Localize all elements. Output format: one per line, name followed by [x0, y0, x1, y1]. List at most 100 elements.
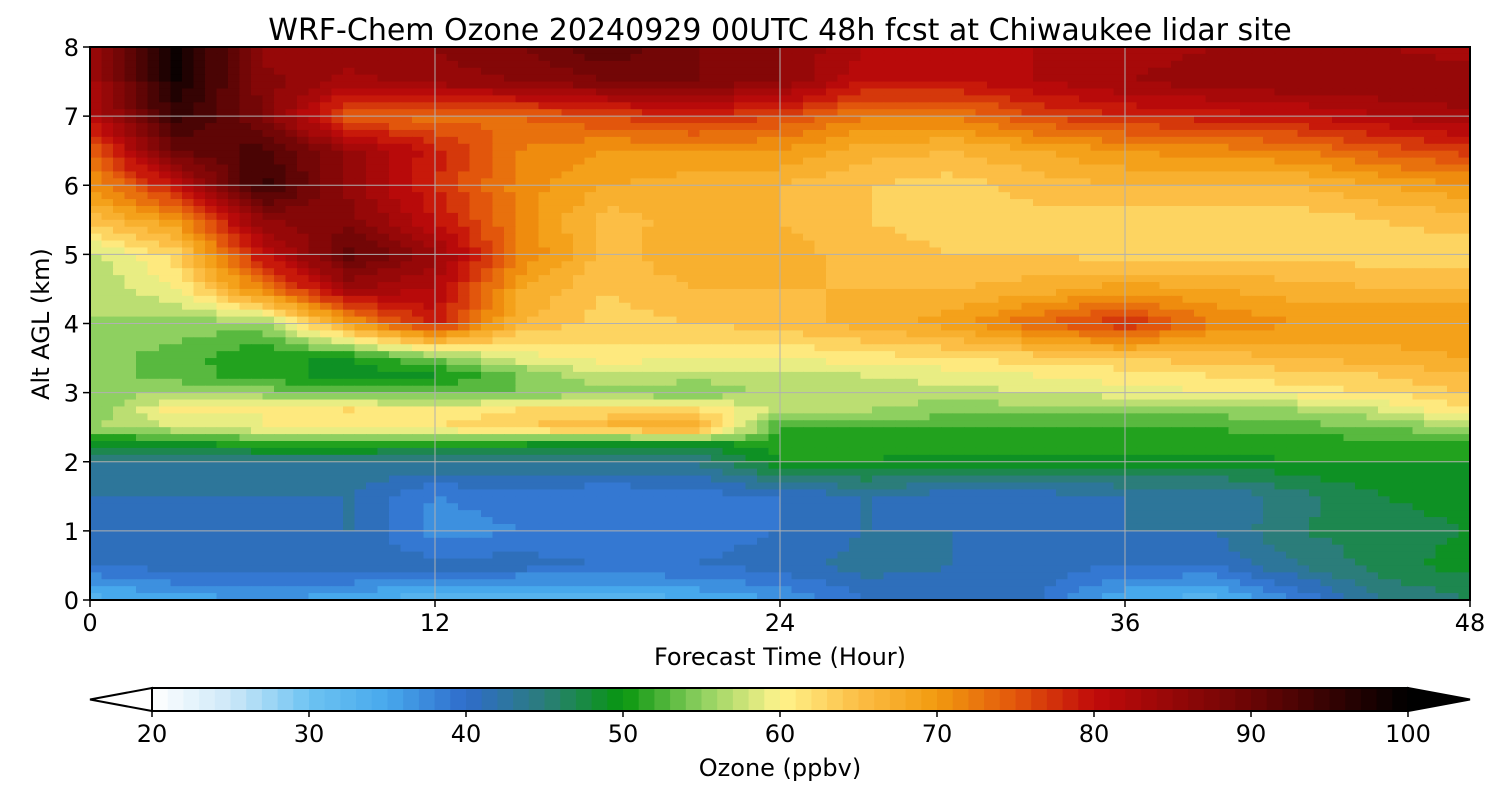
- heatmap-cell: [1033, 226, 1046, 235]
- heatmap-cell: [550, 212, 563, 221]
- heatmap-cell: [354, 178, 367, 186]
- heatmap-cell: [239, 254, 252, 262]
- heatmap-cell: [481, 74, 494, 83]
- heatmap-cell: [1366, 150, 1379, 159]
- heatmap-cell: [1401, 129, 1414, 138]
- heatmap-cell: [1033, 240, 1046, 249]
- heatmap-cell: [285, 268, 298, 276]
- heatmap-cell: [699, 109, 712, 117]
- heatmap-cell: [458, 164, 471, 173]
- heatmap-cell: [435, 192, 448, 200]
- heatmap-cell: [297, 171, 310, 179]
- heatmap-cell: [1458, 47, 1471, 55]
- heatmap-cell: [596, 302, 609, 311]
- heatmap-cell: [561, 67, 574, 76]
- heatmap-cell: [987, 95, 1000, 103]
- heatmap-cell: [1205, 164, 1218, 173]
- heatmap-cell: [734, 136, 747, 145]
- heatmap-cell: [481, 129, 494, 138]
- heatmap-cell: [987, 205, 1000, 214]
- heatmap-cell: [872, 95, 885, 103]
- heatmap-cell: [1389, 178, 1402, 186]
- heatmap-cell: [1332, 123, 1345, 131]
- heatmap-cell: [711, 81, 724, 90]
- heatmap-cell: [1355, 268, 1368, 276]
- heatmap-cell: [642, 60, 655, 69]
- heatmap-cell: [1263, 199, 1276, 207]
- heatmap-cell: [1355, 116, 1368, 124]
- heatmap-cell: [1102, 268, 1115, 276]
- heatmap-cell: [711, 116, 724, 124]
- heatmap-cell: [412, 219, 425, 228]
- heatmap-cell: [665, 199, 678, 207]
- heatmap-cell: [1217, 233, 1230, 242]
- heatmap-cell: [1274, 136, 1287, 145]
- heatmap-cell: [113, 192, 126, 200]
- heatmap-cell: [952, 47, 965, 55]
- heatmap-cell: [1056, 53, 1069, 62]
- heatmap-cell: [193, 330, 206, 338]
- heatmap-cell: [1056, 123, 1069, 131]
- heatmap-cell: [1458, 261, 1471, 269]
- heatmap-cell: [377, 47, 390, 55]
- heatmap-cell: [745, 150, 758, 159]
- heatmap-cell: [274, 47, 287, 55]
- heatmap-cell: [803, 192, 816, 200]
- heatmap-cell: [1159, 275, 1172, 283]
- heatmap-cell: [1378, 309, 1391, 318]
- heatmap-cell: [193, 95, 206, 103]
- heatmap-cell: [1286, 247, 1299, 255]
- heatmap-cell: [308, 164, 321, 173]
- heatmap-cell: [1251, 150, 1264, 159]
- heatmap-cell: [872, 53, 885, 62]
- heatmap-cell: [527, 302, 540, 311]
- heatmap-cell: [228, 247, 241, 255]
- heatmap-cell: [699, 157, 712, 166]
- heatmap-cell: [239, 288, 252, 297]
- heatmap-cell: [1343, 302, 1356, 311]
- heatmap-cell: [872, 178, 885, 186]
- heatmap-cell: [803, 212, 816, 221]
- heatmap-cell: [952, 136, 965, 145]
- heatmap-cell: [1021, 323, 1034, 332]
- heatmap-cell: [1159, 150, 1172, 159]
- heatmap-cell: [1125, 171, 1138, 179]
- heatmap-cell: [1102, 254, 1115, 262]
- heatmap-cell: [1217, 199, 1230, 207]
- heatmap-cell: [573, 192, 586, 200]
- heatmap-cell: [228, 53, 241, 62]
- heatmap-cell: [308, 88, 321, 96]
- heatmap-cell: [481, 60, 494, 69]
- heatmap-cell: [1148, 282, 1161, 290]
- heatmap-cell: [389, 53, 402, 62]
- heatmap-cell: [1412, 74, 1425, 83]
- heatmap-cell: [1355, 219, 1368, 228]
- heatmap-cell: [1274, 226, 1287, 235]
- heatmap-cell: [239, 123, 252, 131]
- heatmap-cell: [446, 150, 459, 159]
- heatmap-cell: [354, 60, 367, 69]
- heatmap-cell: [1056, 247, 1069, 255]
- heatmap-cell: [251, 95, 264, 103]
- heatmap-cell: [412, 330, 425, 338]
- heatmap-cell: [1343, 185, 1356, 193]
- heatmap-cell: [1355, 205, 1368, 214]
- heatmap-cell: [1332, 143, 1345, 152]
- heatmap-cell: [251, 157, 264, 166]
- heatmap-cell: [423, 275, 436, 283]
- heatmap-cell: [584, 233, 597, 242]
- heatmap-cell: [1320, 254, 1333, 262]
- heatmap-cell: [791, 205, 804, 214]
- heatmap-cell: [147, 60, 160, 69]
- heatmap-cell: [1056, 88, 1069, 96]
- heatmap-cell: [872, 81, 885, 90]
- heatmap-cell: [147, 219, 160, 228]
- heatmap-cell: [170, 233, 183, 242]
- heatmap-cell: [1355, 233, 1368, 242]
- heatmap-cell: [550, 233, 563, 242]
- heatmap-cell: [285, 323, 298, 332]
- heatmap-cell: [182, 254, 195, 262]
- heatmap-cell: [228, 309, 241, 318]
- heatmap-cell: [354, 116, 367, 124]
- heatmap-cell: [642, 247, 655, 255]
